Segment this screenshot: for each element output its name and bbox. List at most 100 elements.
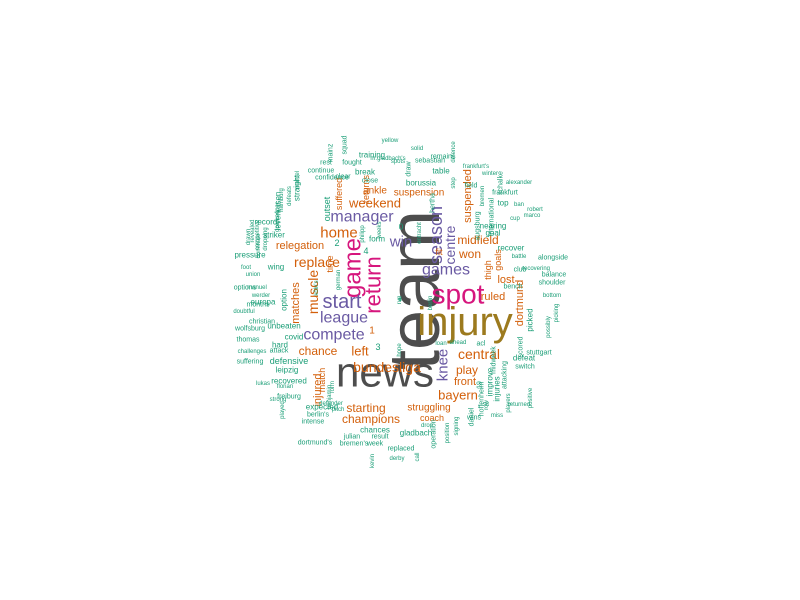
word-close: close xyxy=(362,178,378,185)
word-sebastian: sebastian xyxy=(415,158,445,165)
word-nearing: nearing xyxy=(480,222,507,231)
word-derby: derby xyxy=(389,456,404,462)
word-straight: straight xyxy=(293,174,302,201)
word-pitch: pitch xyxy=(332,407,345,413)
word-fought: fought xyxy=(342,160,362,167)
word-recover: recover xyxy=(498,244,525,253)
word-attacking: attacking xyxy=(502,361,509,389)
word-coach: coach xyxy=(420,413,444,423)
word-frankfurt-s: frankfurt's xyxy=(463,164,489,170)
word-europa: europa xyxy=(251,298,276,307)
word-signing: signing xyxy=(454,416,460,435)
word-bremen-s: bremen's xyxy=(340,441,369,448)
word-christian: christian xyxy=(249,319,275,326)
word-recovering: recovering xyxy=(522,266,550,272)
word-struggling: struggling xyxy=(407,403,450,414)
word-cup: cup xyxy=(510,216,520,222)
word-starting: starting xyxy=(346,401,385,415)
word-option: option xyxy=(280,289,289,311)
word-suspension: suspension xyxy=(394,188,445,199)
word-goalkeeper: goalkeeper xyxy=(275,202,281,232)
word-leverkusen: leverkusen xyxy=(274,192,283,231)
word-covid: covid xyxy=(285,333,304,342)
word-4: 4 xyxy=(363,246,368,256)
word-relegation: relegation xyxy=(276,240,324,252)
word-entracht: entracht xyxy=(417,222,423,244)
word-dropping: dropping xyxy=(263,227,269,250)
word-gladbach: gladbach xyxy=(400,429,432,438)
word-foot: foot xyxy=(241,265,251,271)
word-season: season xyxy=(426,206,446,264)
word-time: time xyxy=(325,255,335,272)
word-league: league xyxy=(320,310,368,327)
word-played: played xyxy=(280,401,286,419)
word-solid: solid xyxy=(411,146,423,152)
word-ban: ban xyxy=(514,202,524,208)
word-chances: chances xyxy=(360,426,390,435)
word-operation: operation xyxy=(431,419,438,448)
word-weeks: weeks xyxy=(377,221,383,239)
word-game: game xyxy=(340,238,367,298)
word-berlin: berlin xyxy=(428,296,434,311)
word-continue: continue xyxy=(308,168,335,175)
word-midfield: midfield xyxy=(457,233,498,247)
word-lukas: lukas xyxy=(256,381,270,387)
word-shoulder: shoulder xyxy=(539,280,567,287)
word-chance: chance xyxy=(299,344,338,358)
word-knee: knee xyxy=(435,349,452,382)
word-months: months xyxy=(247,302,270,309)
word-wing: wing xyxy=(267,263,284,272)
word-switch: switch xyxy=(515,364,535,371)
word-dominate: dominate xyxy=(256,233,262,258)
word-call: call xyxy=(415,452,421,461)
word-stuttgart: stuttgart xyxy=(526,350,551,357)
word-dortmund-s: dortmund's xyxy=(298,440,333,447)
word-won: won xyxy=(458,247,481,261)
word-german: german xyxy=(336,270,342,290)
word-draw: draw xyxy=(406,160,413,176)
word-match: match xyxy=(317,368,327,393)
word-strong: strong xyxy=(270,397,287,403)
word-result: result xyxy=(371,434,388,441)
word-thigh: thigh xyxy=(483,260,493,280)
word-front: front xyxy=(454,376,476,388)
word-berlin-s: berlin's xyxy=(307,412,329,419)
word-balance: balance xyxy=(542,272,567,279)
word-alongside: alongside xyxy=(538,255,568,262)
word-news: news xyxy=(336,349,434,396)
word-picking: picking xyxy=(554,304,560,323)
word-julian: julian xyxy=(343,434,360,441)
word-freiburg: freiburg xyxy=(277,394,301,401)
word-0: 0 xyxy=(399,223,404,232)
word-defensive: defensive xyxy=(270,356,309,366)
word-daniel: daniel xyxy=(469,407,476,426)
word-werder: werder xyxy=(251,293,270,299)
word-doubtful: doubtful xyxy=(233,309,254,315)
word-international: international xyxy=(489,197,496,236)
word-position: position xyxy=(445,423,451,444)
word-recovered: recovered xyxy=(271,377,307,386)
word-spot: spot xyxy=(432,279,485,310)
word-improve: improve xyxy=(486,367,495,396)
word-attack: attack xyxy=(270,348,289,355)
word-rest: rest xyxy=(320,160,332,167)
word-win: win xyxy=(389,234,413,251)
word-returned: returned xyxy=(508,402,530,408)
word-midweek: midweek xyxy=(491,346,498,374)
word-pressure: pressure xyxy=(234,251,266,260)
word-goals: goals xyxy=(493,249,503,271)
word-lost: lost xyxy=(497,274,514,286)
word-centre: centre xyxy=(442,225,458,264)
word-manuel: manuel xyxy=(247,285,267,291)
word-form: form xyxy=(369,235,385,244)
word-battle: battle xyxy=(512,254,527,260)
word-defence: defence xyxy=(451,141,457,163)
word-competitive: competitive xyxy=(255,219,261,250)
word-revealed: revealed xyxy=(250,219,256,242)
word-intense: intense xyxy=(302,419,325,426)
word-field: field xyxy=(465,183,478,190)
word-kevin: kevin xyxy=(370,454,376,468)
word-bayern: bayern xyxy=(438,388,478,403)
word-picked: picked xyxy=(526,308,535,331)
word-table: table xyxy=(432,167,450,176)
